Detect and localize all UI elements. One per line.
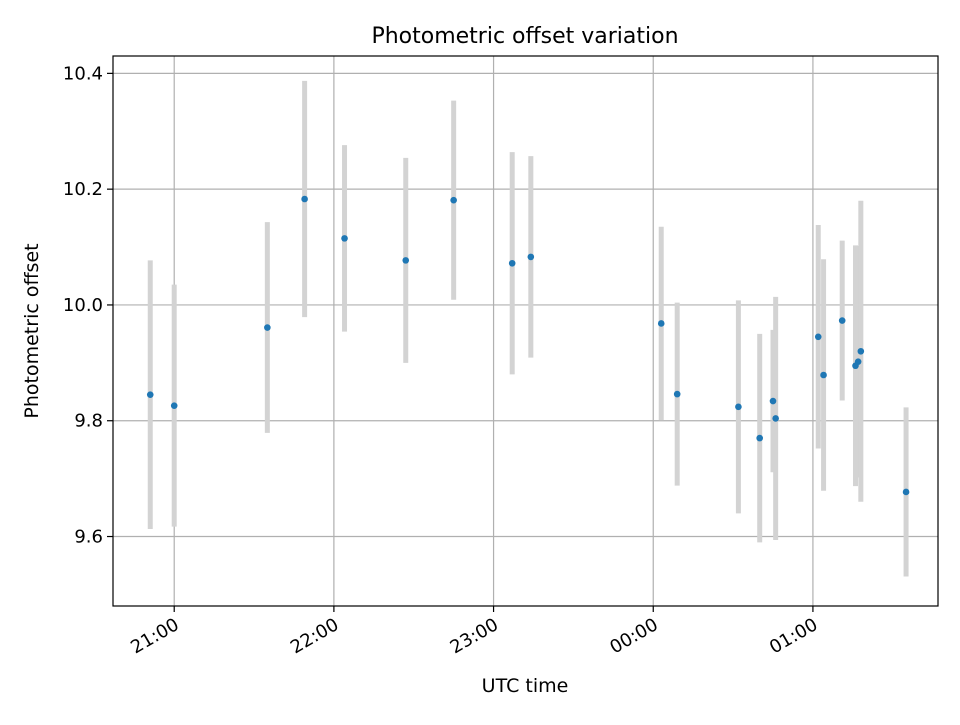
data-point [341,235,348,242]
data-point [673,390,681,398]
y-axis-label: Photometric offset [21,243,43,418]
data-point [735,403,742,411]
y-tick-label: 10.2 [63,179,103,200]
x-axis-label: UTC time [482,675,569,697]
data-point [527,253,535,261]
data-point [264,324,271,331]
data-point [170,402,178,409]
y-tick-label: 9.6 [74,527,103,548]
data-point [301,195,308,203]
data-point [838,317,846,324]
plot-frame [112,55,939,607]
data-point [902,488,910,496]
data-point [820,371,827,379]
data-point [657,320,665,327]
data-point [756,434,763,442]
y-tick-label: 10.4 [63,63,103,84]
data-points [146,195,910,496]
data-point [769,397,777,405]
data-point [402,257,410,264]
grid-lines [113,56,938,606]
chart-title: Photometric offset variation [371,24,678,49]
y-tick-label: 10.0 [63,295,103,316]
data-point [450,196,457,204]
data-point [857,347,865,355]
y-tick-label: 9.8 [74,411,103,432]
data-point [508,259,516,267]
data-point [146,391,154,398]
data-point [814,333,822,341]
data-point [854,358,862,365]
data-point [772,415,779,422]
